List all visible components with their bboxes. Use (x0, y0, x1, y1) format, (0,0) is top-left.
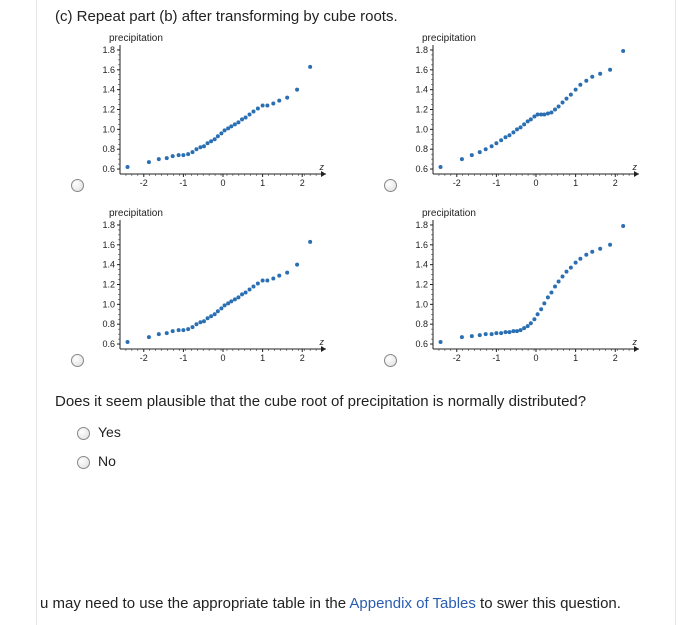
appendix-link[interactable]: Appendix of Tables (349, 595, 475, 612)
svg-text:2: 2 (613, 178, 618, 188)
radio-no[interactable] (77, 456, 90, 469)
svg-text:1: 1 (260, 353, 265, 363)
chart-bottom-right-wrap: precipitation 0.60.81.01.21.41.61.8-2-10… (384, 210, 657, 365)
option-yes-label: Yes (98, 422, 121, 443)
svg-text:2: 2 (300, 353, 305, 363)
question-text: Does it seem plausible that the cube roo… (55, 391, 657, 414)
svg-text:1.6: 1.6 (415, 240, 428, 250)
chart-option-br[interactable] (384, 354, 397, 367)
option-no-label: No (98, 451, 116, 472)
svg-text:z: z (632, 337, 638, 347)
chart-bottom-right: 0.6 0.8 1.0 1.2 1.4 1.6 1.8 -2 -1 0 1 2 z (403, 210, 643, 365)
chart-ylabel-bl: precipitation (109, 208, 163, 219)
svg-text:-1: -1 (492, 353, 500, 363)
svg-text:1.2: 1.2 (415, 280, 428, 290)
svg-text:1: 1 (573, 178, 578, 188)
chart-option-bl[interactable] (71, 354, 84, 367)
svg-text:2: 2 (300, 178, 305, 188)
svg-text:1.4: 1.4 (415, 260, 428, 270)
svg-text:-1: -1 (179, 353, 187, 363)
svg-text:0: 0 (533, 353, 538, 363)
hint-pre: u may need to use the appropriate table … (40, 595, 349, 612)
svg-text:0.6: 0.6 (415, 339, 428, 349)
svg-text:1.4: 1.4 (415, 85, 428, 95)
svg-text:1.2: 1.2 (102, 105, 115, 115)
svg-text:-1: -1 (179, 178, 187, 188)
svg-text:0.6: 0.6 (102, 339, 115, 349)
svg-text:1.8: 1.8 (102, 220, 115, 230)
svg-text:1.4: 1.4 (102, 260, 115, 270)
svg-text:1.0: 1.0 (415, 299, 428, 309)
svg-text:1.8: 1.8 (415, 220, 428, 230)
svg-text:-2: -2 (453, 353, 461, 363)
chart-option-tl[interactable] (71, 179, 84, 192)
svg-text:0.6: 0.6 (415, 164, 428, 174)
svg-text:1.8: 1.8 (102, 45, 115, 55)
option-yes-row[interactable]: Yes (77, 422, 657, 443)
svg-text:0.8: 0.8 (102, 319, 115, 329)
svg-text:1.4: 1.4 (102, 85, 115, 95)
chart-ylabel-br: precipitation (422, 208, 476, 219)
radio-yes[interactable] (77, 427, 90, 440)
hint-text: u may need to use the appropriate table … (40, 593, 664, 616)
svg-text:0.6: 0.6 (102, 164, 115, 174)
svg-text:2: 2 (613, 353, 618, 363)
svg-text:z: z (319, 162, 325, 172)
svg-text:1.8: 1.8 (415, 45, 428, 55)
svg-text:-2: -2 (453, 178, 461, 188)
svg-text:0.8: 0.8 (415, 144, 428, 154)
svg-text:0: 0 (220, 178, 225, 188)
svg-text:1.6: 1.6 (415, 65, 428, 75)
chart-top-right-wrap: precipitation 0.60.81.01.21.41.61.8-2-10… (384, 35, 657, 190)
chart-ylabel-tl: precipitation (109, 33, 163, 44)
svg-text:1.0: 1.0 (415, 124, 428, 134)
svg-text:0.8: 0.8 (415, 319, 428, 329)
hint-post: to swer this question. (476, 595, 621, 612)
chart-ylabel-tr: precipitation (422, 33, 476, 44)
chart-top-left-wrap: precipitation 0.60.81.01.21.41.61.8-2-10… (71, 35, 344, 190)
chart-top-right: 0.6 0.8 1.0 1.2 1.4 1.6 1.8 -2 -1 0 1 2 z (403, 35, 643, 190)
option-no-row[interactable]: No (77, 451, 657, 472)
svg-text:-2: -2 (140, 353, 148, 363)
svg-text:1.0: 1.0 (102, 124, 115, 134)
svg-text:1.6: 1.6 (102, 65, 115, 75)
chart-bottom-left-wrap: precipitation 0.60.81.01.21.41.61.8-2-10… (71, 210, 344, 365)
svg-text:0.8: 0.8 (102, 144, 115, 154)
svg-text:1.6: 1.6 (102, 240, 115, 250)
chart-bottom-left: 0.6 0.8 1.0 1.2 1.4 1.6 1.8 -2 -1 0 1 2 z (90, 210, 330, 365)
chart-top-left: 0.6 0.8 1.0 1.2 1.4 1.6 1.8 -2 -1 0 1 2 z (90, 35, 330, 190)
chart-option-tr[interactable] (384, 179, 397, 192)
svg-text:1.2: 1.2 (415, 105, 428, 115)
svg-text:z: z (319, 337, 325, 347)
svg-text:1: 1 (260, 178, 265, 188)
svg-text:z: z (632, 162, 638, 172)
svg-text:-1: -1 (492, 178, 500, 188)
svg-text:1: 1 (573, 353, 578, 363)
svg-text:-2: -2 (140, 178, 148, 188)
svg-text:0: 0 (533, 178, 538, 188)
svg-text:1.2: 1.2 (102, 280, 115, 290)
charts-grid: precipitation 0.60.81.01.21.41.61.8-2-10… (71, 35, 657, 365)
svg-text:1.0: 1.0 (102, 299, 115, 309)
svg-text:0: 0 (220, 353, 225, 363)
section-heading: (c) Repeat part (b) after transforming b… (55, 8, 657, 25)
